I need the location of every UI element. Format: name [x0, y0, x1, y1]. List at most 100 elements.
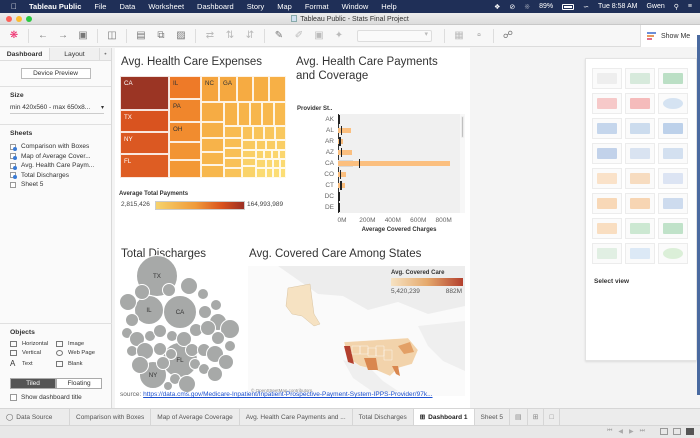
apple-icon[interactable]:  — [11, 2, 21, 11]
fit-dropdown[interactable] — [357, 29, 432, 42]
share-icon[interactable]: ☍ — [502, 30, 514, 41]
source-link[interactable]: https://data.cms.gov/Medicare-Inpatient/… — [143, 391, 433, 398]
treemap-cell[interactable] — [280, 159, 286, 168]
chart-type-thumbnail[interactable] — [658, 243, 688, 264]
user-name[interactable]: Gwen — [646, 3, 665, 10]
duplicate-sheet-icon[interactable]: ⧉ — [157, 30, 165, 41]
last-sheet-icon[interactable]: ⏭ — [639, 428, 645, 434]
bluetooth-icon[interactable]: ※ — [524, 3, 531, 11]
row-label[interactable]: CO — [324, 170, 334, 178]
treemap-view[interactable]: CA TX NY FL IL PA OH NC GA — [120, 76, 286, 178]
treemap-cell[interactable] — [201, 152, 224, 165]
reference-mark[interactable] — [338, 192, 340, 201]
reference-mark[interactable] — [340, 148, 343, 157]
tab-layout[interactable]: Layout — [49, 48, 99, 60]
treemap-cell[interactable] — [224, 168, 242, 178]
menu-story[interactable]: Story — [246, 2, 265, 11]
row-label[interactable]: AR — [324, 137, 334, 145]
treemap-cell[interactable] — [224, 158, 242, 168]
tableau-logo-icon[interactable]: ❋ — [9, 30, 19, 41]
size-dropdown[interactable]: min 420x560 - max 650x8... — [10, 104, 104, 114]
row-label[interactable]: CT — [325, 181, 334, 189]
object-blank[interactable]: Blank — [56, 359, 102, 368]
bubble[interactable] — [197, 288, 209, 300]
treemap-cell[interactable] — [237, 76, 253, 102]
object-web-page[interactable]: Web Page — [56, 350, 102, 356]
treemap-cell[interactable] — [224, 138, 242, 148]
menu-data[interactable]: Data — [119, 2, 136, 11]
wifi-icon[interactable]: ∽ — [583, 3, 590, 11]
tab-dashboard-1[interactable]: ⊞ Dashboard 1 — [413, 409, 475, 425]
chart-type-thumbnail[interactable] — [658, 218, 688, 239]
treemap-cell[interactable] — [274, 102, 286, 126]
menu-format[interactable]: Format — [304, 2, 329, 11]
bar-chart-view[interactable]: Provider St.. Average Covered Charges AK… — [290, 106, 465, 256]
sheet-item[interactable]: Avg. Health Care Paym... — [10, 161, 101, 171]
menu-app[interactable]: Tableau Public — [29, 2, 82, 11]
treemap-color-legend[interactable] — [155, 201, 245, 210]
treemap-cell[interactable] — [242, 150, 256, 158]
chart-type-thumbnail[interactable] — [625, 193, 655, 214]
undo-icon[interactable]: ← — [38, 30, 48, 41]
minimize-button[interactable] — [16, 16, 22, 22]
chart-type-thumbnail[interactable] — [625, 143, 655, 164]
reference-mark[interactable] — [358, 159, 361, 168]
treemap-cell[interactable] — [256, 168, 266, 178]
treemap-cell[interactable]: TX — [120, 110, 169, 132]
bubble[interactable] — [156, 356, 170, 370]
treemap-cell[interactable] — [266, 159, 273, 168]
treemap-cell[interactable] — [201, 102, 224, 122]
reference-mark[interactable] — [340, 181, 342, 190]
timemachine-icon[interactable]: ⊘ — [509, 3, 516, 11]
spotlight-icon[interactable]: ⚲ — [673, 3, 679, 11]
treemap-cell[interactable] — [238, 102, 250, 126]
bar-chart-scrollbar[interactable] — [460, 114, 465, 213]
chart-type-thumbnail[interactable] — [658, 93, 688, 114]
menu-help[interactable]: Help — [381, 2, 397, 11]
redo-icon[interactable]: → — [58, 30, 68, 41]
treemap-cell[interactable] — [264, 126, 275, 140]
tab-sheet[interactable]: Total Discharges — [353, 409, 414, 425]
tiled-button[interactable]: Tiled — [10, 378, 56, 389]
sort-ascending-icon[interactable]: ⇅ — [225, 30, 235, 41]
treemap-cell[interactable] — [256, 150, 264, 159]
pane-menu-icon[interactable]: • — [99, 48, 111, 60]
bubble[interactable] — [119, 293, 137, 311]
menu-worksheet[interactable]: Worksheet — [148, 2, 185, 11]
tab-data-source[interactable]: ◯ Data Source — [0, 409, 70, 425]
chart-type-thumbnail[interactable] — [625, 218, 655, 239]
chart-type-thumbnail[interactable] — [592, 93, 622, 114]
sheet-item[interactable]: Sheet 5 — [10, 180, 101, 190]
chart-type-thumbnail[interactable] — [658, 118, 688, 139]
row-label[interactable]: AK — [325, 115, 334, 123]
treemap-cell[interactable] — [279, 150, 286, 159]
chart-type-thumbnail[interactable] — [592, 143, 622, 164]
new-story-tab-icon[interactable]: □ — [544, 409, 560, 425]
chart-type-thumbnail[interactable] — [625, 168, 655, 189]
treemap-cell[interactable] — [242, 140, 256, 150]
scrollbar-thumb[interactable] — [461, 116, 464, 138]
treemap-cell[interactable] — [201, 138, 224, 152]
treemap-cell[interactable]: GA — [219, 76, 237, 102]
treemap-cell[interactable] — [201, 122, 224, 138]
tab-sheet[interactable]: Comparison with Boxes — [70, 409, 152, 425]
chart-type-thumbnail[interactable] — [592, 168, 622, 189]
floating-button[interactable]: Floating — [56, 378, 102, 389]
treemap-cell[interactable]: FL — [120, 154, 169, 178]
treemap-cell[interactable] — [256, 159, 266, 168]
chart-type-thumbnail[interactable] — [592, 243, 622, 264]
bubble[interactable] — [153, 324, 167, 338]
treemap-cell[interactable]: CA — [120, 76, 169, 110]
show-sheet-sorter-icon[interactable] — [660, 428, 668, 435]
show-tabs-icon[interactable] — [686, 428, 694, 435]
treemap-cell[interactable] — [272, 150, 279, 159]
show-mark-labels-icon[interactable]: ▣ — [314, 30, 324, 41]
menu-window[interactable]: Window — [341, 2, 369, 11]
tab-sheet[interactable]: Sheet 5 — [475, 409, 510, 425]
clock[interactable]: Tue 8:58 AM — [598, 3, 638, 10]
bubble[interactable] — [131, 356, 149, 374]
tab-sheet[interactable]: Map of Average Coverage — [151, 409, 240, 425]
bubble[interactable] — [200, 320, 216, 336]
show-me-button[interactable]: Show Me — [640, 25, 700, 47]
object-image[interactable]: Image — [56, 341, 102, 347]
